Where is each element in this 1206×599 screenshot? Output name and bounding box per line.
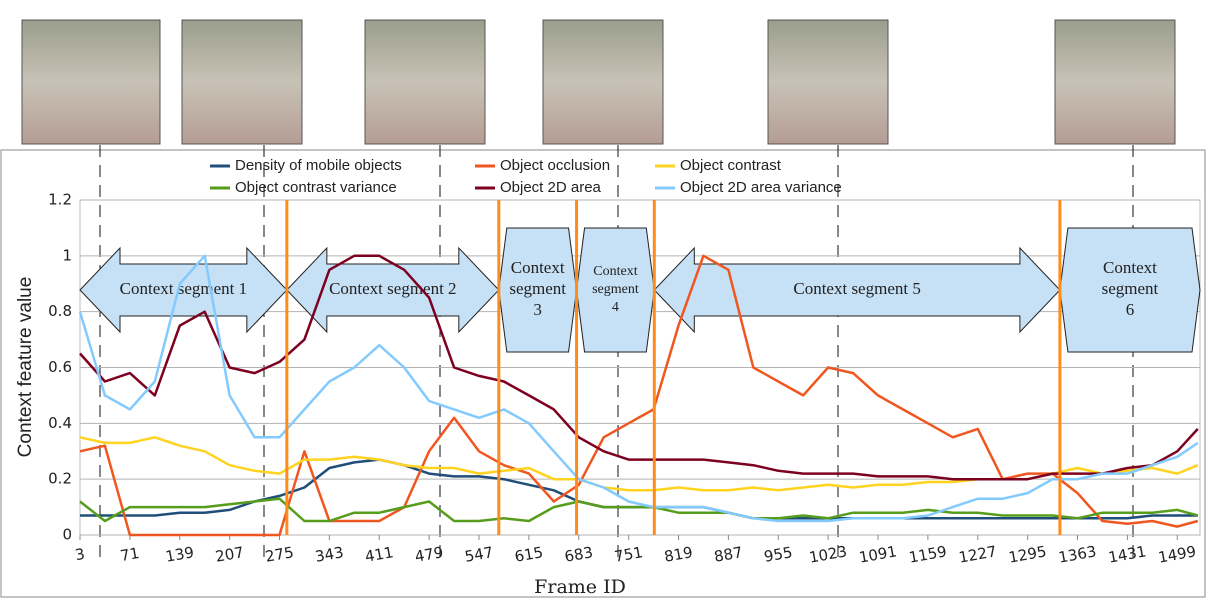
x-tick-label: 3 (74, 545, 87, 564)
x-tick-label: 683 (563, 543, 594, 566)
segment-label: Context segment 5 (793, 279, 920, 298)
segment-label: Context segment 2 (329, 279, 456, 298)
frame (0, 149, 1206, 598)
thumbnail (181, 19, 303, 145)
segment-label: Context (511, 258, 565, 277)
thumbnails (21, 19, 1176, 145)
y-tick-label: 0.6 (48, 358, 72, 376)
legend-label: Object 2D area variance (680, 179, 842, 196)
x-tick-label: 1363 (1057, 542, 1098, 566)
segment-label: segment (1102, 279, 1159, 298)
legend-label: Object occlusion (500, 157, 610, 174)
thumbnail (767, 19, 889, 145)
segment-label: Context (593, 264, 637, 279)
x-tick-label: 1295 (1007, 542, 1048, 566)
segment-label: 6 (1126, 300, 1135, 319)
y-tick-label: 1.2 (48, 191, 72, 209)
series-line (78, 254, 1199, 523)
x-tick-label: 139 (164, 543, 195, 566)
segment-label: segment (509, 279, 566, 298)
y-tick-label: 0.8 (48, 302, 72, 320)
legend-label: Object 2D area (500, 179, 602, 196)
y-tick-label: 1 (62, 246, 72, 264)
x-tick-label: 751 (613, 543, 644, 566)
segment-arrow (1059, 227, 1201, 353)
segment-label: 3 (533, 300, 542, 319)
x-tick-label: 411 (364, 543, 395, 566)
legend-label: Object contrast (680, 157, 782, 174)
x-tick-label: 887 (713, 543, 744, 566)
segment-label: Context (1103, 258, 1157, 277)
x-tick-label: 1499 (1157, 542, 1198, 566)
legend-label: Density of mobile objects (235, 157, 402, 174)
y-tick-label: 0 (62, 526, 72, 544)
segment-label: Context segment 1 (120, 279, 247, 298)
y-tick-label: 0.2 (48, 470, 72, 488)
segment-label: 4 (612, 300, 619, 315)
thumbnail (542, 19, 664, 145)
series-line (79, 254, 1199, 537)
segment-label: segment (592, 282, 639, 297)
x-tick-label: 955 (763, 543, 794, 566)
x-tick-label: 479 (413, 543, 444, 566)
x-tick-label: 275 (264, 543, 295, 566)
x-tick-label: 1431 (1107, 542, 1148, 566)
x-tick-label: 547 (463, 543, 494, 566)
y-tick-label: 0.4 (48, 414, 72, 432)
x-axis-title: Frame ID (534, 576, 626, 598)
thumbnail (1054, 19, 1176, 145)
x-tick-label: 1159 (907, 542, 948, 566)
thumbnail (364, 19, 486, 145)
legend-label: Object contrast variance (235, 179, 397, 196)
series-line (79, 254, 1199, 481)
x-tick-label: 1023 (808, 542, 849, 566)
x-tick-label: 343 (314, 543, 345, 566)
y-axis-title: Context feature value (15, 277, 36, 458)
series-line (79, 497, 1199, 523)
x-tick-label: 1091 (858, 542, 899, 566)
x-tick-label: 819 (663, 543, 694, 566)
x-tick-label: 207 (214, 543, 245, 566)
x-tick-label: 615 (513, 543, 544, 566)
series-line (79, 436, 1199, 492)
x-tick-label: 71 (119, 544, 141, 565)
thumbnail (21, 19, 161, 145)
x-tick-label: 1227 (957, 542, 998, 566)
